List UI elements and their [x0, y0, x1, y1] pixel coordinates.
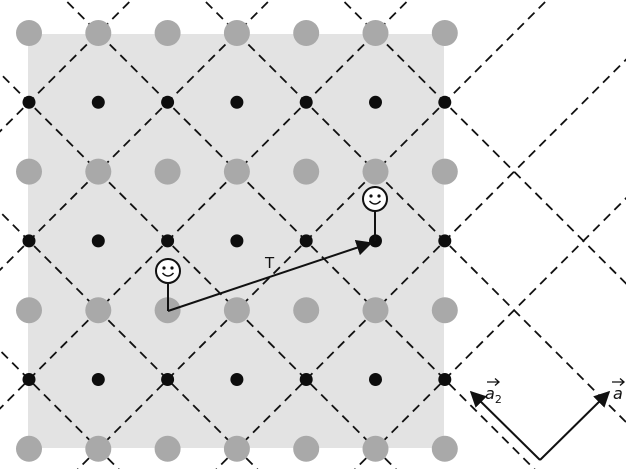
svg-text:a: a [613, 384, 623, 403]
gray-lattice-sites [16, 20, 458, 462]
svg-text:a2: a2 [485, 384, 502, 406]
black-site [438, 373, 452, 386]
gray-site [223, 435, 250, 462]
vector-a2-arrow [469, 390, 541, 461]
gray-site [16, 158, 42, 185]
gray-site [431, 435, 458, 462]
gray-site [431, 20, 458, 46]
black-site [230, 373, 244, 386]
black-site [22, 95, 36, 109]
black-site [299, 234, 313, 248]
vector-a2-label: a2 [485, 378, 502, 406]
black-site [91, 373, 105, 386]
black-site [369, 373, 382, 386]
gray-site [362, 435, 389, 462]
gray-site [223, 20, 250, 46]
gray-site [16, 297, 42, 324]
translation-label: T [264, 254, 275, 272]
gray-site [223, 297, 250, 324]
black-site [161, 373, 175, 386]
black-site [299, 373, 313, 386]
smiley-observer-left [155, 258, 181, 311]
gray-site [16, 435, 42, 462]
black-site [22, 373, 36, 386]
dashed-line-rising [354, 197, 626, 469]
gray-site [85, 158, 112, 185]
gray-site [431, 158, 458, 185]
black-site [299, 95, 313, 109]
gray-site [85, 297, 112, 324]
smiley-face-left-icon [155, 258, 181, 284]
black-site [91, 95, 105, 109]
translation-arrow [167, 239, 373, 312]
black-site [438, 234, 452, 248]
gray-site [154, 158, 181, 185]
vector-a1-arrow [539, 390, 611, 461]
gray-site [293, 158, 320, 185]
black-lattice-sites [22, 95, 452, 386]
smiley-observer-right [362, 186, 388, 241]
gray-site [223, 158, 250, 185]
gray-site [362, 20, 389, 46]
gray-site [85, 20, 112, 46]
black-site [161, 234, 175, 248]
black-site [369, 95, 382, 109]
gray-site [362, 297, 389, 324]
dashed-line-falling [0, 349, 120, 469]
gray-site [293, 20, 320, 46]
gray-site [293, 297, 320, 324]
gray-site [154, 20, 181, 46]
black-site [230, 95, 244, 109]
gray-site [154, 435, 181, 462]
gray-site [293, 435, 320, 462]
black-site [230, 234, 244, 248]
smiley-face-right-icon [362, 186, 388, 212]
gray-site [431, 297, 458, 324]
black-site [161, 95, 175, 109]
gray-site [362, 158, 389, 185]
gray-site [16, 20, 42, 46]
vector-a1-label: a [612, 378, 625, 403]
black-site [22, 234, 36, 248]
black-site [438, 95, 452, 109]
gray-site [85, 435, 112, 462]
black-site [91, 234, 105, 248]
